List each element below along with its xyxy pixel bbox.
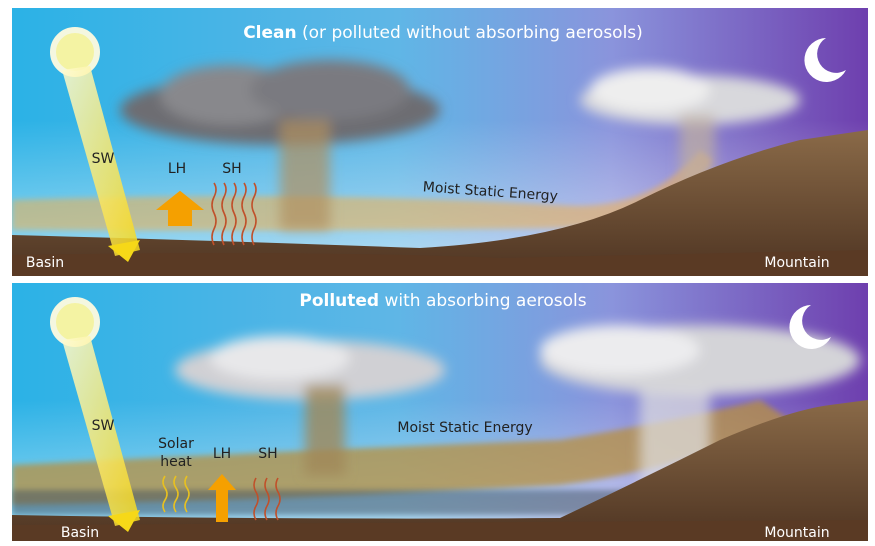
sw-label: SW [92, 151, 115, 167]
lh-label: LH [213, 446, 231, 462]
basin-label: Basin [26, 255, 64, 271]
panel-title: Polluted with absorbing aerosols [299, 291, 586, 311]
panel-polluted: Polluted with absorbing aerosols SW Sola… [12, 283, 868, 541]
title-rest: (or polluted without absorbing aerosols) [302, 23, 643, 43]
sw-label: SW [92, 418, 115, 434]
lh-label: LH [168, 161, 186, 177]
mountain-label: Mountain [764, 255, 829, 271]
panel-clean: Clean (or polluted without absorbing aer… [12, 8, 868, 276]
solar-heat-label: Solar [158, 436, 194, 452]
panel-title: Clean (or polluted without absorbing aer… [243, 23, 643, 43]
mountain-label: Mountain [764, 525, 829, 541]
basin-label: Basin [61, 525, 99, 541]
title-rest: with absorbing aerosols [385, 291, 587, 311]
solar-heat-label: heat [160, 454, 192, 470]
sh-label: SH [222, 161, 241, 177]
title-bold: Clean [243, 23, 296, 43]
sh-label: SH [258, 446, 277, 462]
title-bold: Polluted [299, 291, 379, 311]
flow-label: Moist Static Energy [397, 420, 532, 436]
